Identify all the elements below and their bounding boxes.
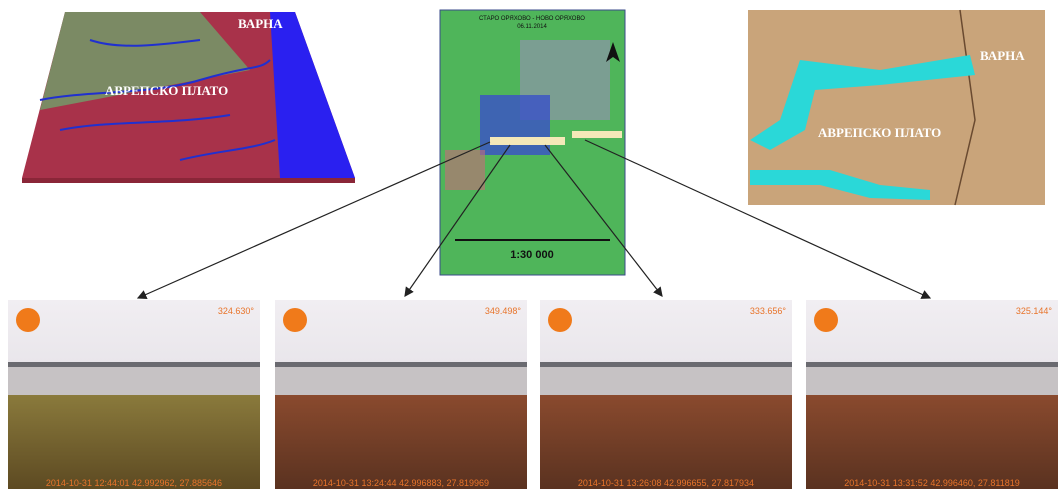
timestamp: 2014-10-31 12:44:01 42.992962, 27.885646 (46, 478, 222, 488)
village (445, 150, 485, 190)
compass-icon (16, 308, 40, 332)
bearing: 349.498° (485, 306, 522, 316)
bearing: 333.656° (750, 306, 787, 316)
sea (270, 12, 355, 178)
arrows (136, 139, 932, 299)
arrow (404, 144, 511, 297)
map-scale: 1:30 000 (510, 249, 553, 261)
timestamp: 2014-10-31 13:26:08 42.996655, 27.817934 (578, 478, 754, 488)
terrain-green (40, 12, 250, 110)
waterway (750, 170, 930, 200)
timestamp: 2014-10-31 13:31:52 42.996460, 27.811819 (844, 478, 1020, 488)
location-map: СТАРО ОРЯХОВО - НОВО ОРЯХОВО 06.11.2014 … (439, 9, 626, 276)
coastline (954, 9, 976, 206)
shore (8, 362, 260, 367)
compass-icon (548, 308, 572, 332)
plateau-label: АВРЕПСКО ПЛАТО (105, 83, 228, 98)
waterway (750, 55, 975, 150)
shore (540, 362, 792, 367)
photo: 349.498° 2014-10-31 13:24:44 42.996883, 2… (275, 300, 527, 489)
photo: 324.630° 2014-10-31 12:44:01 42.992962, 2… (8, 300, 260, 489)
rivers (39, 39, 276, 161)
arrow (584, 139, 932, 299)
shore (275, 362, 527, 367)
photo: 325.144° 2014-10-31 13:31:52 42.996460, 2… (806, 300, 1058, 489)
photos: 324.630° 2014-10-31 12:44:01 42.992962, 2… (8, 300, 1058, 489)
map-date: 06.11.2014 (517, 24, 547, 30)
photo-points (572, 131, 622, 138)
old-map: ВАРНА АВРЕПСКО ПЛАТО (748, 9, 1045, 206)
shore (806, 362, 1058, 367)
vegetation (8, 395, 260, 489)
compass-icon (814, 308, 838, 332)
north-arrow (606, 42, 620, 62)
bearing: 325.144° (1016, 306, 1053, 316)
photo-points (490, 137, 565, 145)
map-title: СТАРО ОРЯХОВО - НОВО ОРЯХОВО (479, 16, 585, 22)
plateau-label: АВРЕПСКО ПЛАТО (818, 125, 941, 140)
bearing: 324.630° (218, 306, 255, 316)
terrain-edge (22, 178, 355, 183)
photo: 333.656° 2014-10-31 13:26:08 42.996655, 2… (540, 300, 792, 489)
vegetation (540, 395, 792, 489)
city-label: ВАРНА (980, 48, 1025, 63)
compass-icon (283, 308, 307, 332)
vegetation (806, 395, 1058, 489)
relief-map: ВАРНА АВРЕПСКО ПЛАТО (22, 12, 355, 183)
sea-label: ВАРНА (238, 16, 283, 31)
vegetation (275, 395, 527, 489)
lake (480, 95, 550, 155)
arrow (136, 141, 491, 299)
timestamp: 2014-10-31 13:24:44 42.996883, 27.819969 (313, 478, 489, 488)
arrow (544, 144, 663, 297)
